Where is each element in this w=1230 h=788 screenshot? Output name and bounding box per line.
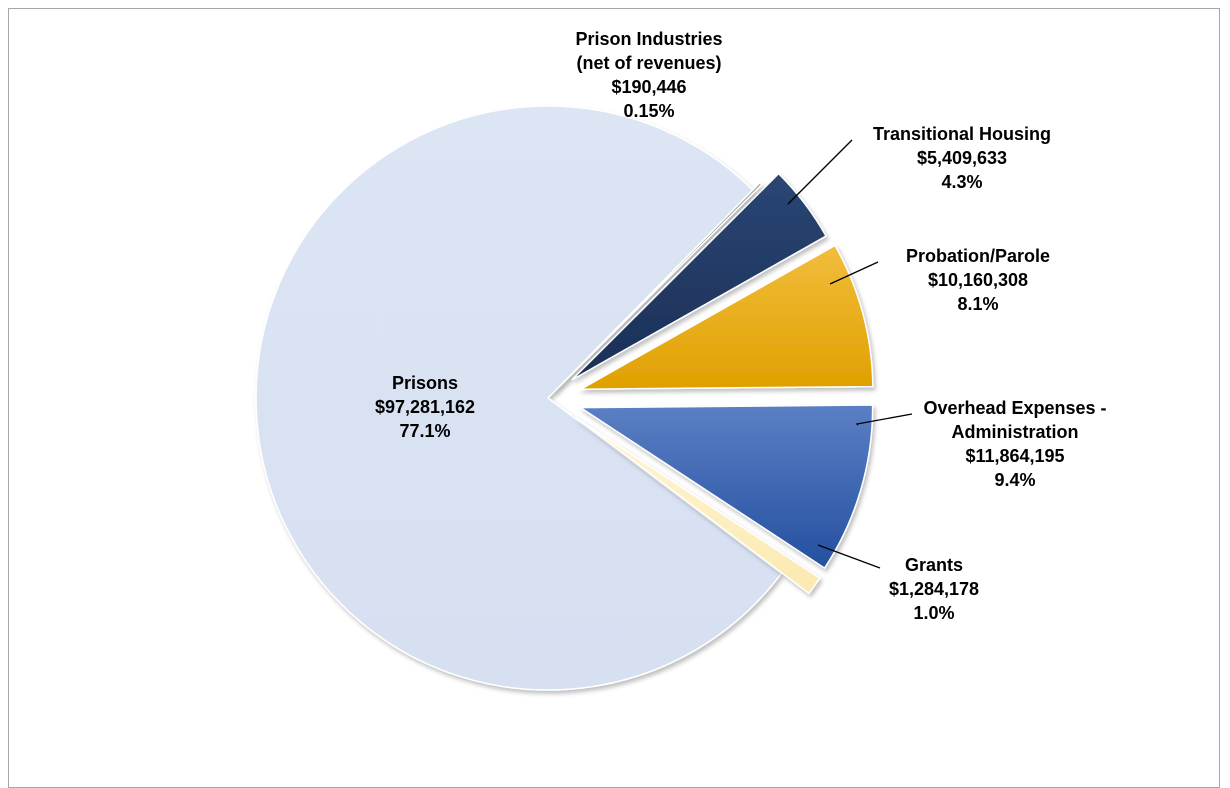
leader-line-grants [817,544,881,569]
pie-slice-prisons [255,105,783,691]
data-label-percent-probation-parole: 8.1% [957,294,998,314]
data-label-percent-prisons: 77.1% [399,421,450,441]
leader-line-transitional-housing [787,139,853,205]
leader-line-overhead-expenses [855,413,913,426]
data-label-value-probation-parole: $10,160,308 [928,270,1028,290]
data-label-name-transitional-housing: Transitional Housing [873,124,1051,144]
data-label-value-grants: $1,284,178 [889,579,979,599]
data-label-name-overhead-expenses: Administration [951,422,1078,442]
data-label-percent-overhead-expenses: 9.4% [994,470,1035,490]
data-label-value-overhead-expenses: $11,864,195 [965,446,1064,466]
data-label-name-prisons: Prisons [392,373,458,393]
data-label-value-prison-industries: $190,446 [611,77,686,97]
data-label-name-prison-industries: (net of revenues) [576,53,721,73]
data-label-name-prison-industries: Prison Industries [575,29,722,49]
data-label-percent-grants: 1.0% [913,603,954,623]
pie-slice-probation-parole [577,244,874,390]
data-label-value-prisons: $97,281,162 [375,397,475,417]
pie-slice-prison-industries [554,181,763,392]
data-label-percent-transitional-housing: 4.3% [941,172,982,192]
pie-slice-overhead-expenses [578,404,874,570]
pie-slice-grants [575,416,821,595]
data-label-name-grants: Grants [905,555,963,575]
data-label-value-transitional-housing: $5,409,633 [917,148,1007,168]
leader-line-probation-parole [829,261,879,285]
data-label-name-overhead-expenses: Overhead Expenses - [923,398,1106,418]
pie-slice-transitional-housing [571,172,828,381]
pie-chart: Prisons $97,281,162 77.1% Prison Industries… [255,29,1107,691]
data-label-percent-prison-industries: 0.15% [623,101,674,121]
data-label-name-probation-parole: Probation/Parole [906,246,1050,266]
